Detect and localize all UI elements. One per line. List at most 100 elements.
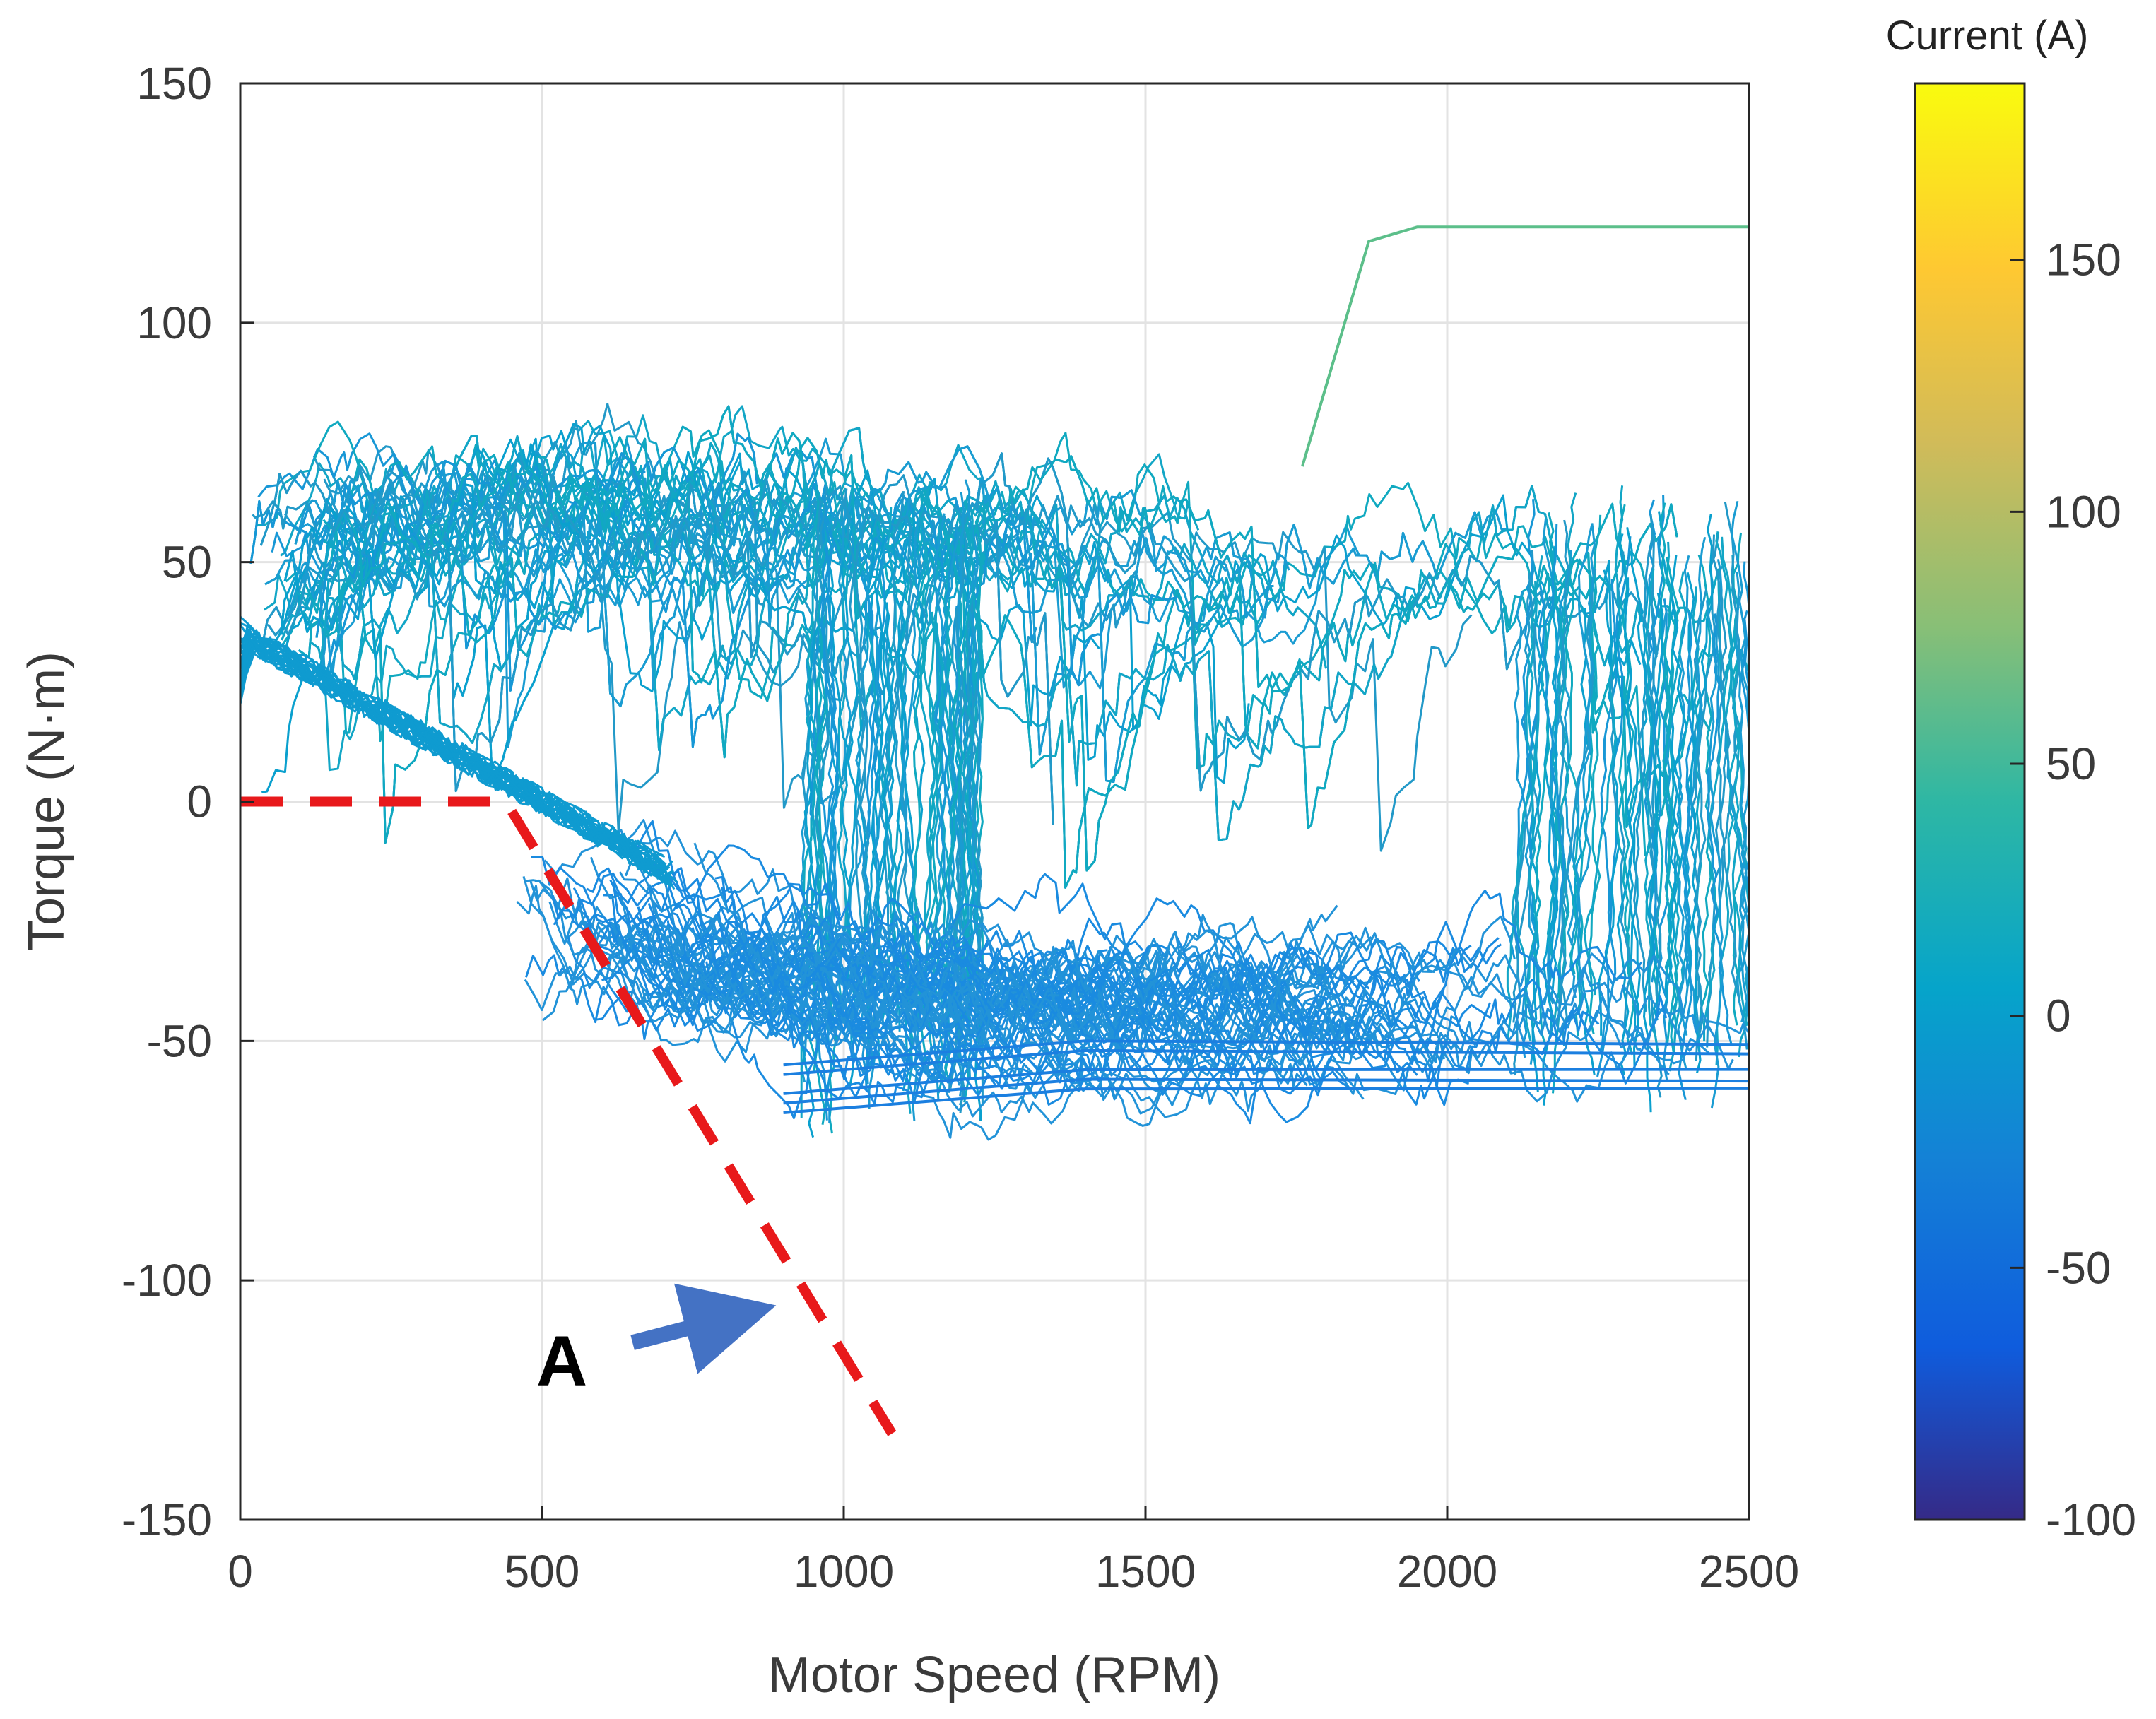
trace-line — [1301, 225, 1749, 467]
trace-line — [1548, 545, 1559, 1022]
trace-line — [572, 887, 1367, 1084]
trace-line — [1728, 595, 1749, 1058]
trace-line — [783, 1077, 1749, 1105]
x-tick-label: 2500 — [1699, 1546, 1799, 1597]
trace-line — [548, 901, 1670, 1118]
colorbar-tick-label: -50 — [2046, 1242, 2111, 1293]
boundary-line — [240, 796, 897, 1436]
colorbar-tick-label: 150 — [2046, 235, 2121, 285]
y-tick-label: 50 — [162, 537, 212, 588]
trace-line — [302, 445, 1274, 619]
trace-line — [1712, 534, 1741, 1002]
y-tick-label: 0 — [187, 776, 212, 827]
trace-line — [294, 478, 1508, 756]
trace-line — [1615, 533, 1641, 1027]
trace-line — [950, 491, 965, 1010]
trace-line — [249, 432, 842, 650]
trace-line — [601, 940, 1351, 1078]
y-axis-label: Torque (N·m) — [18, 651, 75, 951]
trace-line — [783, 1087, 1749, 1114]
colorbar-title: Current (A) — [1886, 13, 2089, 59]
trace-line — [1633, 514, 1654, 1012]
trace-line — [336, 473, 1285, 872]
x-tick-label: 500 — [505, 1546, 580, 1597]
trace-line — [1570, 524, 1594, 945]
trace-line — [1678, 610, 1694, 1101]
trace-line — [815, 628, 837, 1134]
trace-line — [783, 1039, 1749, 1067]
boundary-dashed-line — [240, 796, 897, 1436]
trace-line — [1533, 572, 1550, 1048]
annotation-arrow — [630, 1283, 777, 1374]
trace-line — [1598, 569, 1620, 1036]
x-axis-label: Motor Speed (RPM) — [768, 1647, 1220, 1703]
trace-line — [637, 906, 1355, 1125]
trace-line — [1707, 613, 1733, 1046]
trace-line — [1661, 608, 1687, 1068]
trace-line — [714, 875, 1668, 1085]
trace-line — [648, 879, 1422, 1048]
trace-line — [783, 1048, 1749, 1076]
trace-line — [1681, 536, 1707, 1036]
trace-line — [1644, 568, 1660, 1055]
trace-line — [586, 861, 1315, 1079]
colorbar-tick-label: -100 — [2046, 1494, 2136, 1545]
trace-line — [1740, 610, 1749, 1108]
trace-line — [525, 954, 1089, 1028]
annotation-a: A — [536, 1283, 777, 1400]
trace-line — [1572, 523, 1596, 1015]
trace-line — [840, 507, 859, 986]
x-tick-label: 1000 — [794, 1546, 894, 1597]
trace-line — [1573, 608, 1596, 1075]
trace-line — [1643, 592, 1664, 1113]
trace-line — [240, 635, 666, 870]
trace-line — [844, 488, 868, 997]
trace-line — [907, 615, 944, 1114]
trace-line — [541, 911, 1151, 1038]
trace-line — [322, 405, 1678, 829]
colorbar-tick-label: 100 — [2046, 486, 2121, 537]
trace-line — [315, 447, 1177, 687]
y-tick-label: -150 — [122, 1494, 212, 1545]
y-tick-label: 150 — [136, 58, 212, 109]
colorbar-tick-label: 50 — [2046, 738, 2096, 789]
trace-line — [264, 414, 1001, 772]
x-tick-label: 1500 — [1095, 1546, 1196, 1597]
trace-line — [783, 1068, 1749, 1095]
colorbar: Current (A) 150 100 50 0 -50 -100 — [1886, 13, 2137, 1545]
trace-line — [240, 639, 666, 879]
trace-line — [531, 856, 1359, 1032]
trace-line — [671, 870, 1212, 1020]
trace-line — [1556, 519, 1571, 1024]
trace-line — [264, 461, 1290, 783]
trace-line — [1695, 532, 1720, 1036]
trace-line — [266, 497, 765, 637]
trace-line — [1506, 581, 1537, 1042]
trace-line — [825, 488, 852, 983]
y-tick-label: -100 — [122, 1255, 212, 1306]
trace-line — [1686, 572, 1702, 1073]
annotation-label: A — [536, 1321, 587, 1400]
colorbar-tick-label: 0 — [2046, 991, 2071, 1041]
trace-line — [625, 829, 1348, 1021]
trace-line — [825, 594, 840, 1121]
trace-line — [1541, 524, 1565, 1005]
x-tick-label: 0 — [228, 1546, 253, 1597]
trace-line — [1706, 600, 1724, 1109]
trace-line — [298, 466, 1712, 889]
x-tick-label: 2000 — [1397, 1546, 1497, 1597]
colorbar-gradient — [1914, 82, 2026, 1521]
data-traces — [240, 225, 1749, 1141]
trace-line — [1731, 500, 1749, 1022]
trace-line — [1721, 536, 1748, 1027]
y-tick-label: -50 — [147, 1015, 213, 1066]
trace-line — [854, 540, 877, 1035]
trace-line — [298, 475, 642, 692]
y-tick-label: 100 — [136, 297, 212, 348]
trace-line — [1626, 527, 1661, 1021]
trace-line — [272, 451, 879, 654]
trace-line — [1547, 512, 1579, 975]
trace-line — [1546, 492, 1577, 958]
trace-line — [837, 528, 851, 1022]
